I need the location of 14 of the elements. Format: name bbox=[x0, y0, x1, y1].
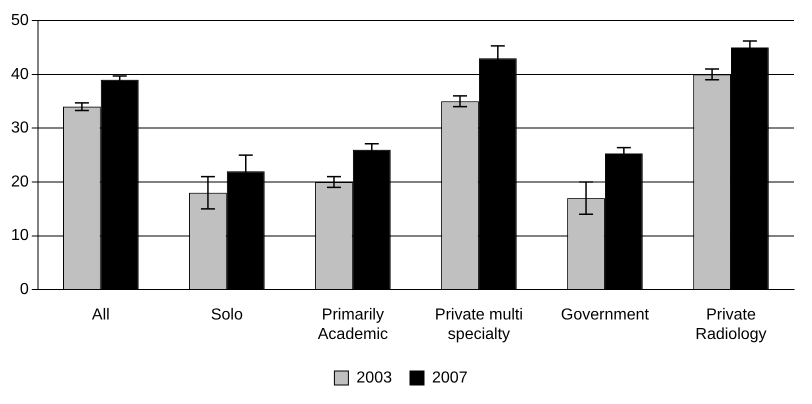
x-tick-label: Private multi specialty bbox=[434, 306, 523, 343]
x-tick-label: Primarily Academic bbox=[318, 306, 388, 343]
legend-label: 2007 bbox=[432, 369, 468, 386]
y-tick-label: 0 bbox=[20, 281, 29, 298]
y-tick-label: 20 bbox=[11, 173, 29, 190]
x-tick-label: Solo bbox=[210, 306, 243, 324]
y-tick-label: 30 bbox=[11, 120, 29, 137]
x-tick-label: Private Radiology bbox=[695, 306, 767, 343]
x-tick-label: All bbox=[92, 306, 110, 324]
y-tick-label: 40 bbox=[11, 66, 29, 83]
legend-label: 2003 bbox=[356, 369, 392, 386]
x-tick-label: Government bbox=[560, 306, 650, 324]
y-tick-label: 50 bbox=[11, 12, 29, 30]
y-tick-label: 10 bbox=[11, 227, 29, 244]
